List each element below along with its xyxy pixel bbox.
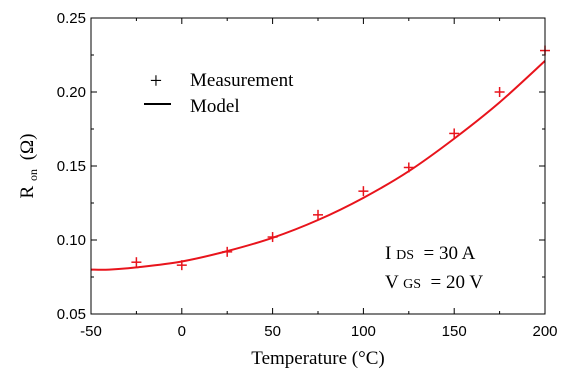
legend-measurement-label: Measurement <box>190 70 294 91</box>
x-axis-label: Temperature (°C) <box>251 348 384 369</box>
y-tick-label: 0.15 <box>57 158 86 175</box>
measurement-point <box>267 232 278 243</box>
tick-labels: -50 0 50 100 150 200 0.05 0.10 0.15 0.20 0.25 <box>57 10 558 340</box>
y-tick-label: 0.25 <box>57 10 86 27</box>
legend-measurement-symbol: + <box>150 68 162 93</box>
plot-frame <box>90 17 546 315</box>
measurement-point <box>358 186 369 197</box>
annotation-ids-value: = 30 A <box>419 243 476 264</box>
measurement-point <box>222 246 233 257</box>
annotation-ids: I DS = 30 A <box>385 243 476 264</box>
model-curve <box>90 60 546 271</box>
x-tick-label: 50 <box>264 323 281 340</box>
legend-model-label: Model <box>190 96 240 117</box>
annotation-vgs-main: V <box>385 272 399 293</box>
x-tick-label: 0 <box>178 323 186 340</box>
y-tick-label: 0.05 <box>57 306 86 323</box>
annotation-ids-sub: DS <box>396 248 414 263</box>
measurement-point <box>131 257 142 268</box>
measurement-markers <box>131 45 550 271</box>
y-axis-label-main: R <box>17 185 38 198</box>
annotation-ids-main: I <box>385 243 391 264</box>
x-tick-label: -50 <box>80 323 102 340</box>
x-tick-label: 100 <box>351 323 376 340</box>
y-axis-label-sub: on <box>26 169 40 181</box>
measurement-point <box>494 87 505 97</box>
y-axis-label: R on (Ω) <box>17 134 42 199</box>
x-tick-label: 200 <box>532 323 557 340</box>
annotation-vgs: V GS = 20 V <box>385 272 483 293</box>
y-tick-label: 0.20 <box>57 84 86 101</box>
y-tick-label: 0.10 <box>57 232 86 249</box>
axis-ticks <box>90 17 546 315</box>
annotation-vgs-value: = 20 V <box>426 272 484 293</box>
y-axis-label-unit: (Ω) <box>17 134 38 161</box>
measurement-point <box>403 162 414 173</box>
measurement-point <box>449 128 460 139</box>
x-tick-label: 150 <box>442 323 467 340</box>
annotation-vgs-sub: GS <box>403 277 421 292</box>
measurement-point <box>313 209 323 220</box>
measurement-point <box>176 260 187 271</box>
